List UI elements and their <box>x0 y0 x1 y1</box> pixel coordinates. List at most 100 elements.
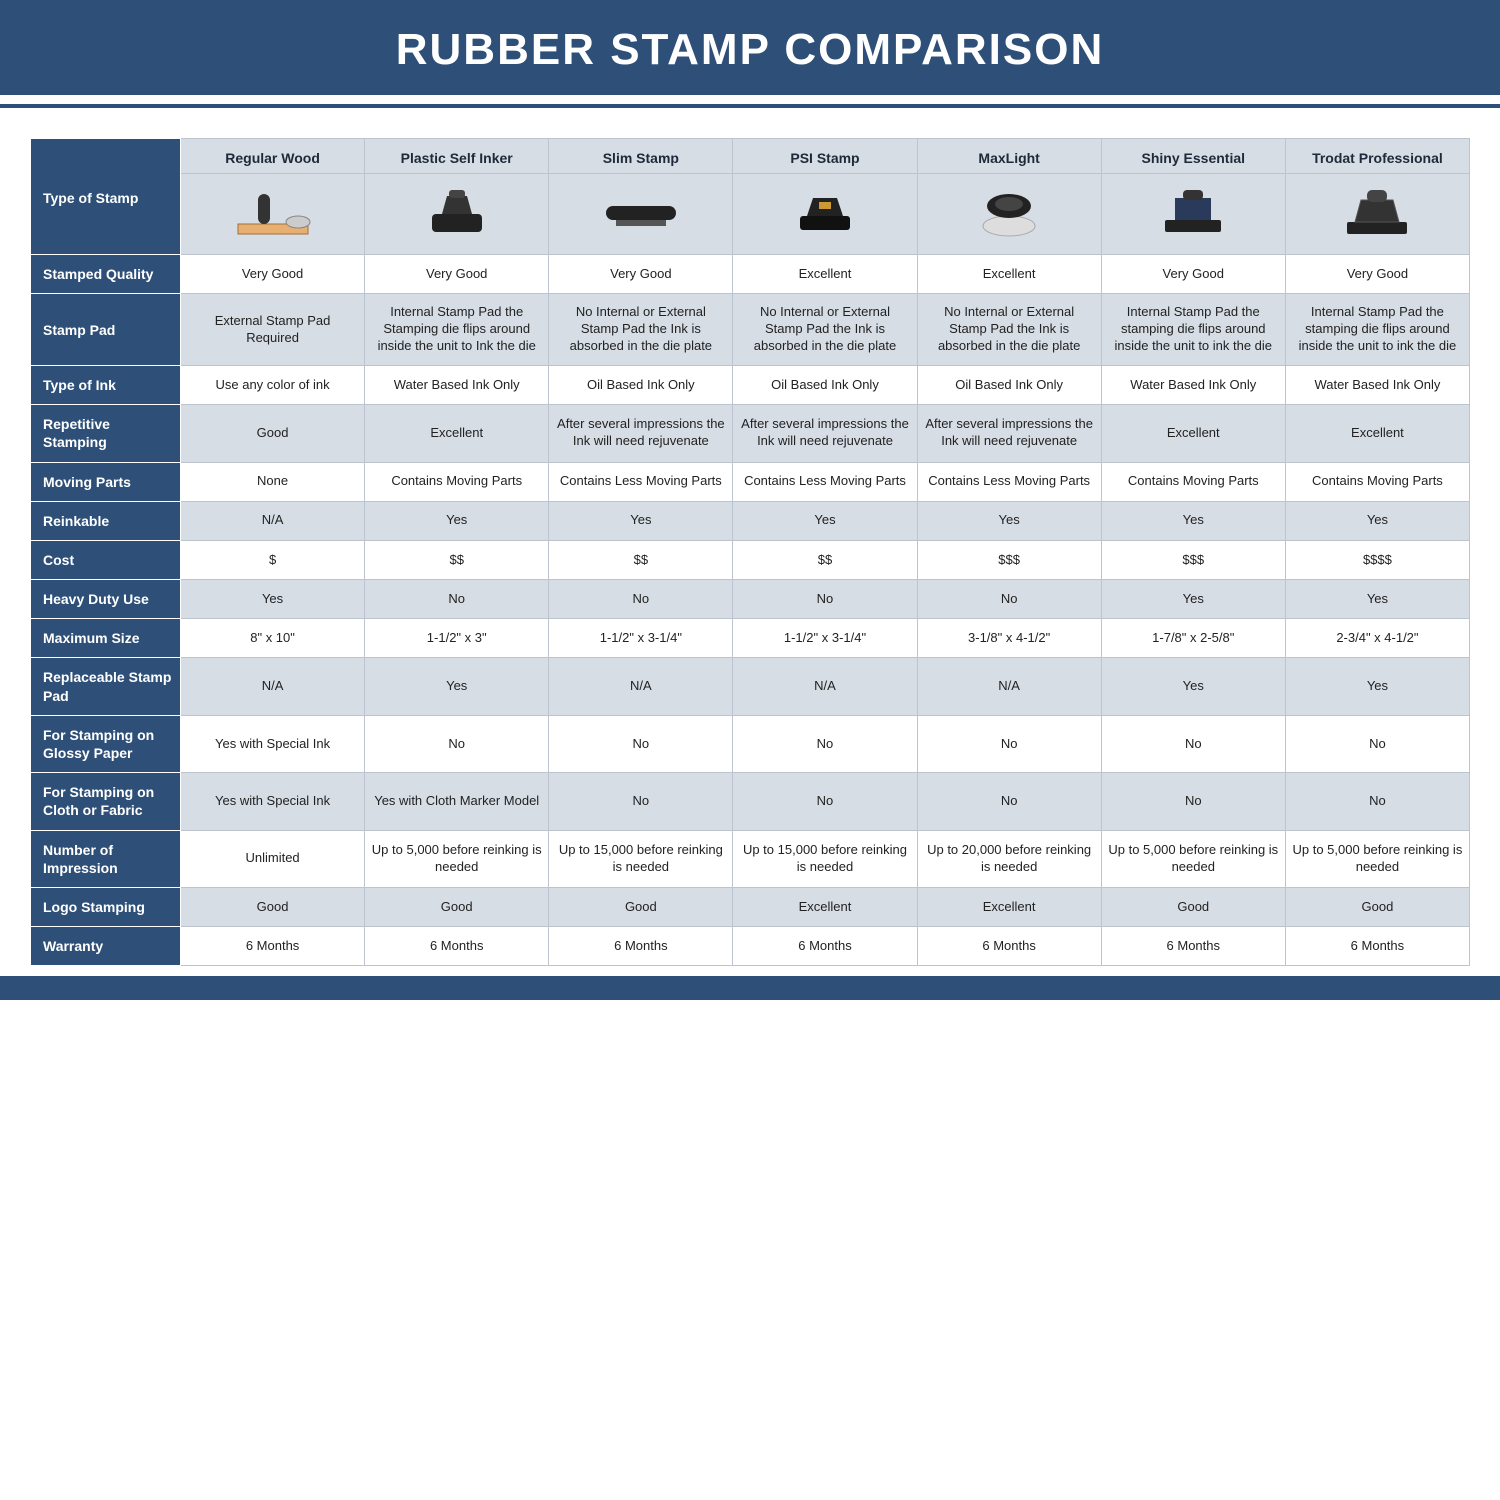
table-cell: External Stamp Pad Required <box>181 294 365 366</box>
table-row: For Stamping on Glossy PaperYes with Spe… <box>31 715 1470 772</box>
table-cell: 6 Months <box>917 927 1101 966</box>
table-cell: Yes <box>181 580 365 619</box>
table-row: Type of InkUse any color of ink Water Bas… <box>31 365 1470 404</box>
table-cell: No <box>549 773 733 830</box>
table-cell: 1-1/2" x 3" <box>365 619 549 658</box>
table-cell: None <box>181 462 365 501</box>
table-cell: Yes <box>1101 501 1285 540</box>
table-cell: Good <box>549 887 733 926</box>
table-cell: No <box>1101 715 1285 772</box>
col-header: Regular Wood <box>181 139 365 174</box>
table-cell: Good <box>181 405 365 462</box>
table-cell: Contains Moving Parts <box>1101 462 1285 501</box>
table-cell: Yes with Cloth Marker Model <box>365 773 549 830</box>
table-row: ReinkableN/AYesYesYesYesYesYes <box>31 501 1470 540</box>
comparison-table-wrap: Type of Stamp Regular Wood Plastic Self … <box>0 108 1500 966</box>
table-cell: Water Based Ink Only <box>1101 365 1285 404</box>
table-cell: Yes with Special Ink <box>181 773 365 830</box>
table-cell: Yes <box>365 658 549 715</box>
stamp-image-shiny-essential <box>1101 174 1285 255</box>
table-cell: After several impressions the Ink will n… <box>733 405 917 462</box>
table-cell: Use any color of ink <box>181 365 365 404</box>
table-row: Stamp PadExternal Stamp Pad RequiredInte… <box>31 294 1470 366</box>
table-row: Logo StampingGoodGoodGoodExcellentExcell… <box>31 887 1470 926</box>
table-cell: No <box>549 715 733 772</box>
table-cell: $$ <box>549 540 733 579</box>
table-cell: $$$ <box>917 540 1101 579</box>
table-head: Type of Stamp Regular Wood Plastic Self … <box>31 139 1470 255</box>
table-cell: 3-1/8" x 4-1/2" <box>917 619 1101 658</box>
table-body: Stamped QualityVery GoodVery GoodVery Go… <box>31 255 1470 966</box>
row-header: Logo Stamping <box>31 887 181 926</box>
table-cell: No <box>1285 773 1469 830</box>
table-cell: Yes <box>549 501 733 540</box>
row-header: Type of Ink <box>31 365 181 404</box>
table-cell: Internal Stamp Pad the Stamping die flip… <box>365 294 549 366</box>
table-cell: $$$$ <box>1285 540 1469 579</box>
table-cell: 8" x 10" <box>181 619 365 658</box>
table-cell: 1-1/2" x 3-1/4" <box>733 619 917 658</box>
stamp-image-maxlight <box>917 174 1101 255</box>
table-cell: Oil Based Ink Only <box>733 365 917 404</box>
table-cell: Good <box>1101 887 1285 926</box>
table-cell: Up to 5,000 before reinking is needed <box>1101 830 1285 887</box>
table-cell: Contains Less Moving Parts <box>549 462 733 501</box>
table-cell: No <box>733 715 917 772</box>
table-cell: N/A <box>917 658 1101 715</box>
table-cell: Up to 5,000 before reinking is needed <box>1285 830 1469 887</box>
table-cell: Contains Moving Parts <box>365 462 549 501</box>
table-cell: N/A <box>181 501 365 540</box>
table-cell: N/A <box>181 658 365 715</box>
table-cell: Yes <box>1285 501 1469 540</box>
table-cell: No <box>917 580 1101 619</box>
table-cell: Up to 15,000 before reinking is needed <box>549 830 733 887</box>
row-header: Reinkable <box>31 501 181 540</box>
table-cell: Very Good <box>1101 255 1285 294</box>
table-cell: Up to 15,000 before reinking is needed <box>733 830 917 887</box>
table-cell: Excellent <box>1101 405 1285 462</box>
col-header: Shiny Essential <box>1101 139 1285 174</box>
table-cell: $ <box>181 540 365 579</box>
table-cell: Good <box>181 887 365 926</box>
table-cell: No <box>549 580 733 619</box>
row-header: For Stamping on Glossy Paper <box>31 715 181 772</box>
table-cell: No <box>365 580 549 619</box>
table-cell: No <box>917 715 1101 772</box>
table-cell: $$ <box>365 540 549 579</box>
table-cell: $$$ <box>1101 540 1285 579</box>
table-cell: Excellent <box>1285 405 1469 462</box>
table-cell: Good <box>1285 887 1469 926</box>
table-cell: Up to 5,000 before reinking is needed <box>365 830 549 887</box>
table-cell: 6 Months <box>181 927 365 966</box>
table-row: Stamped QualityVery GoodVery GoodVery Go… <box>31 255 1470 294</box>
row-header: Repetitive Stamping <box>31 405 181 462</box>
table-row: Replaceable Stamp PadN/AYesN/AN/AN/AYesY… <box>31 658 1470 715</box>
col-header: MaxLight <box>917 139 1101 174</box>
table-row: Heavy Duty UseYesNoNoNoNoYesYes <box>31 580 1470 619</box>
col-header: Plastic Self Inker <box>365 139 549 174</box>
table-cell: After several impressions the Ink will n… <box>549 405 733 462</box>
table-cell: No <box>733 580 917 619</box>
header-row: Type of Stamp Regular Wood Plastic Self … <box>31 139 1470 174</box>
table-cell: 6 Months <box>365 927 549 966</box>
table-cell: 6 Months <box>549 927 733 966</box>
table-cell: Yes <box>917 501 1101 540</box>
col-header: Trodat Professional <box>1285 139 1469 174</box>
row-header: Cost <box>31 540 181 579</box>
table-cell: Very Good <box>365 255 549 294</box>
table-row: For Stamping on Cloth or FabricYes with … <box>31 773 1470 830</box>
table-cell: 6 Months <box>1101 927 1285 966</box>
table-cell: Excellent <box>365 405 549 462</box>
row-header: Maximum Size <box>31 619 181 658</box>
footer-bar <box>0 976 1500 1000</box>
table-cell: 6 Months <box>1285 927 1469 966</box>
table-cell: No Internal or External Stamp Pad the In… <box>917 294 1101 366</box>
table-cell: Excellent <box>917 255 1101 294</box>
row-header: Stamp Pad <box>31 294 181 366</box>
row-header-type-of-stamp: Type of Stamp <box>31 139 181 255</box>
row-header: Stamped Quality <box>31 255 181 294</box>
table-cell: Up to 20,000 before reinking is needed <box>917 830 1101 887</box>
table-cell: Excellent <box>733 255 917 294</box>
table-cell: Contains Moving Parts <box>1285 462 1469 501</box>
table-cell: No <box>733 773 917 830</box>
